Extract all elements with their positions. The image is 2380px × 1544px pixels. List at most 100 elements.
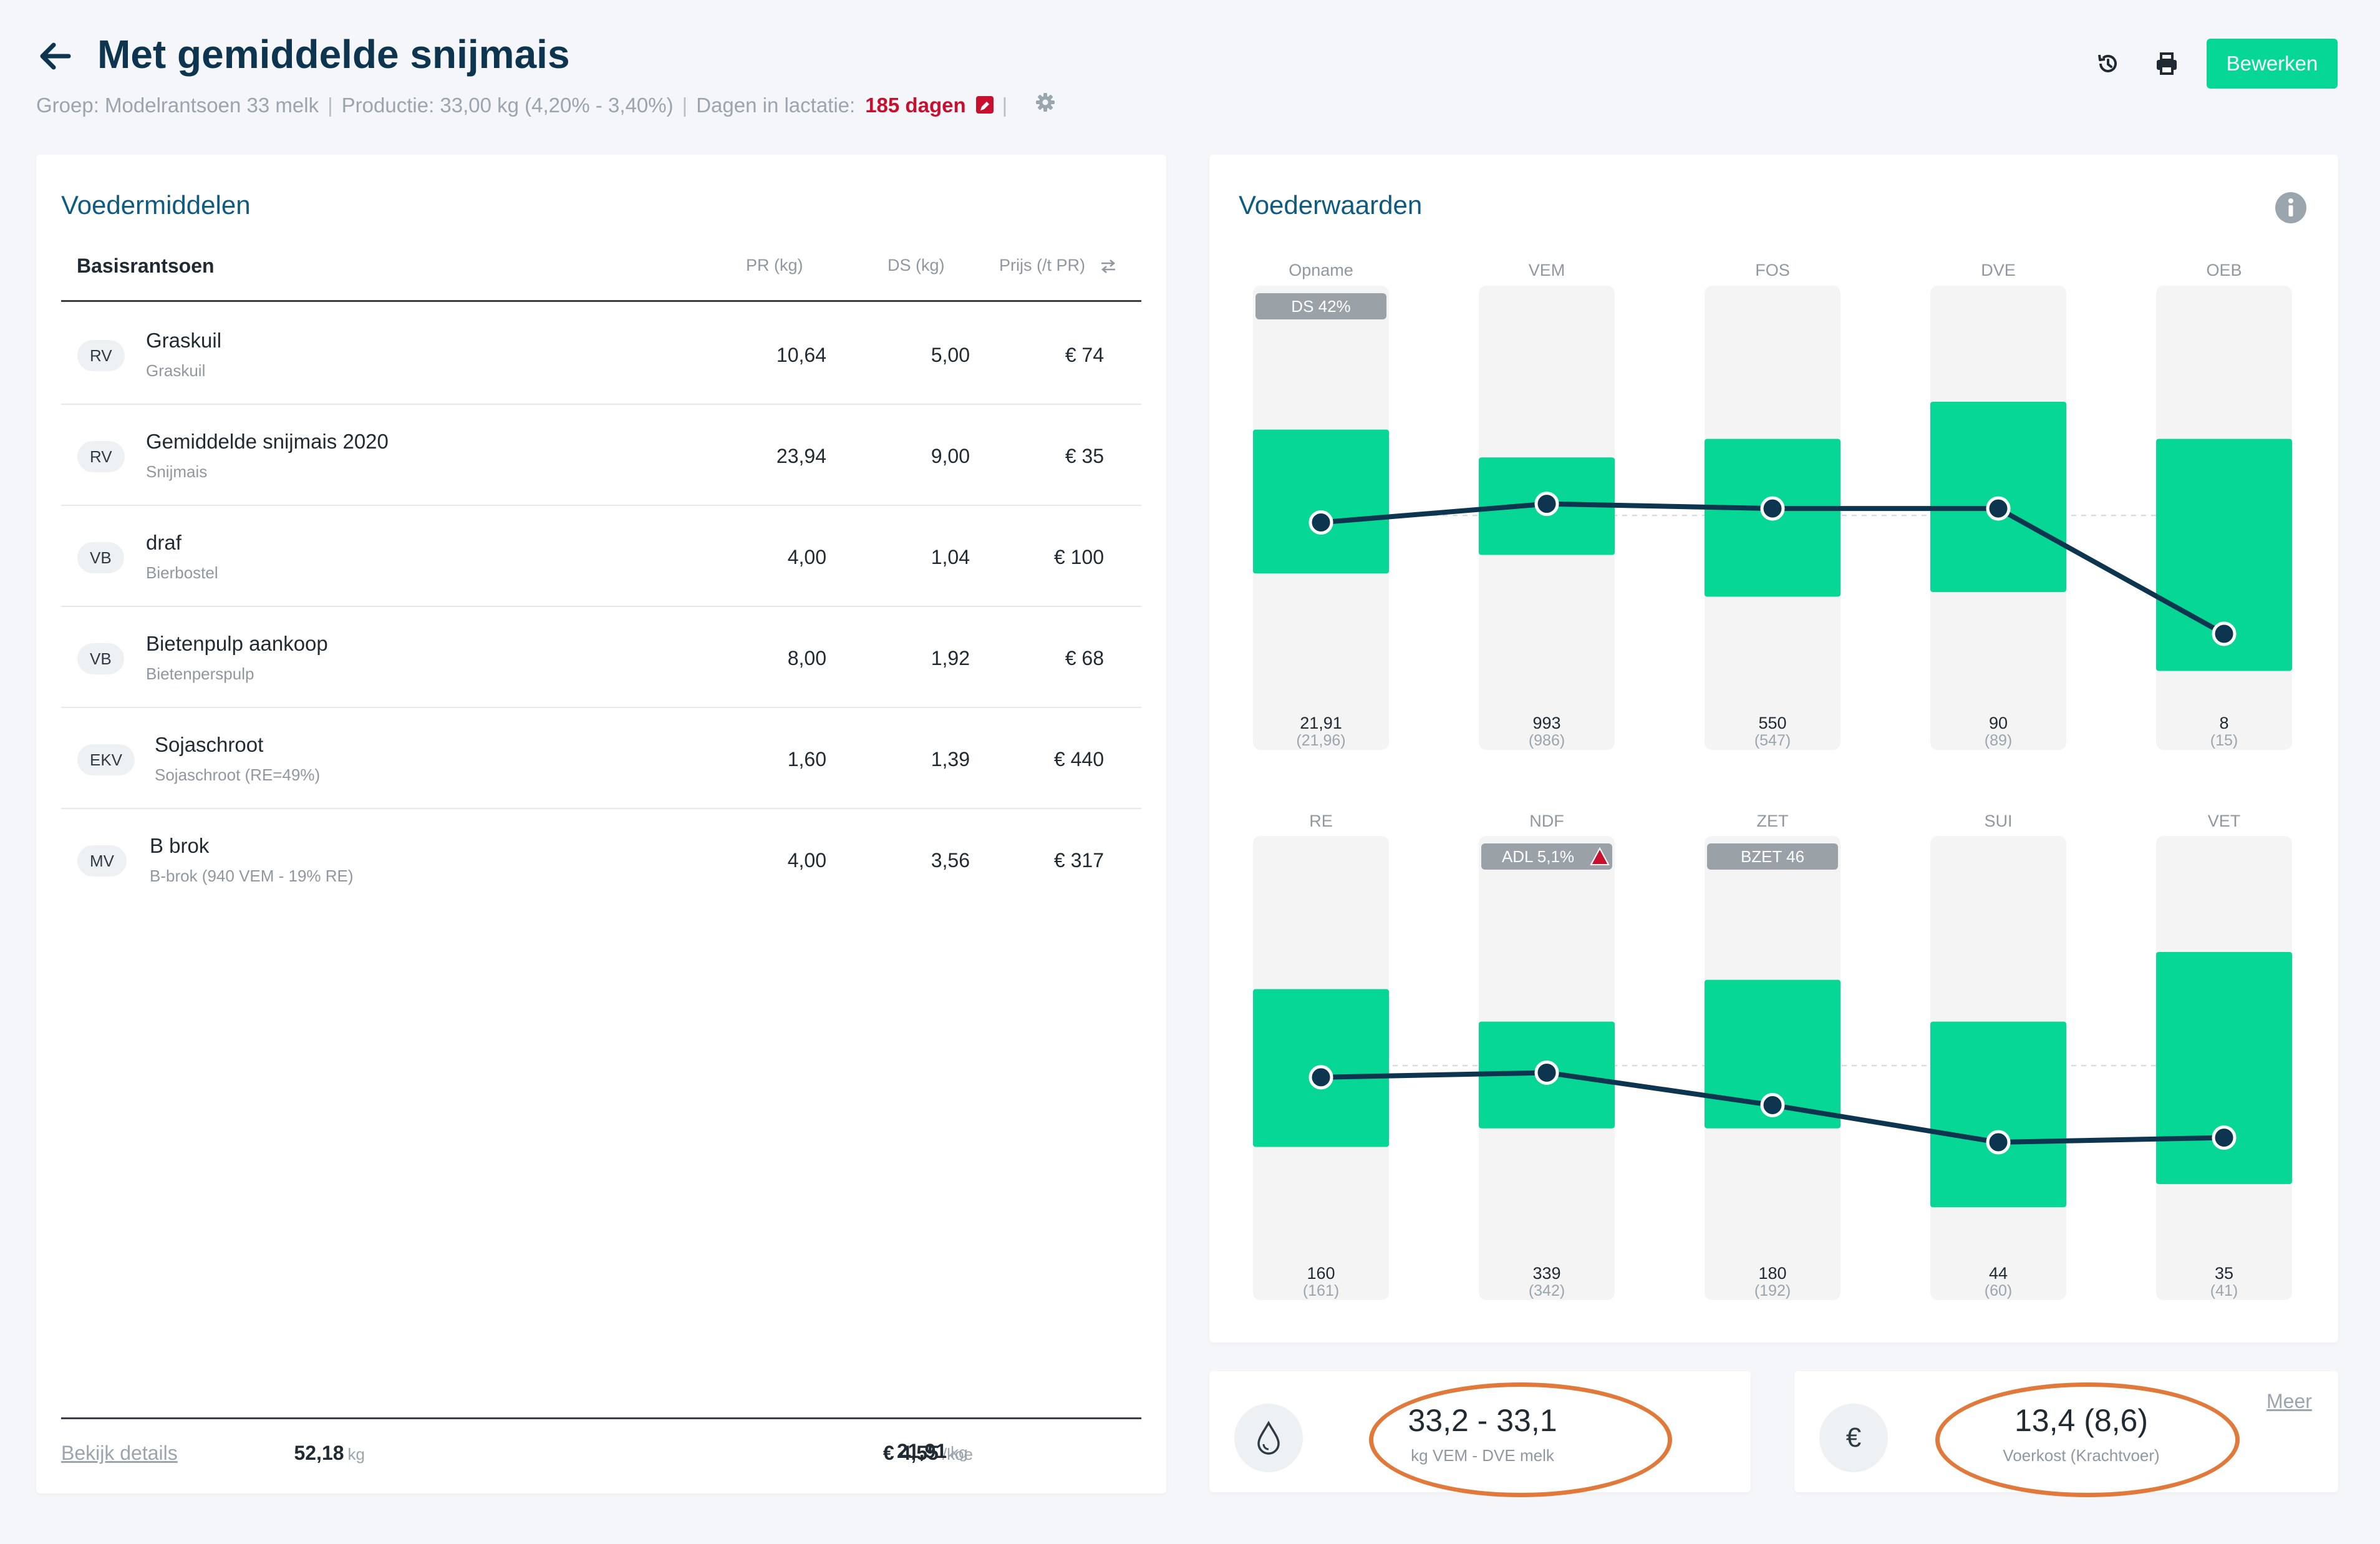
nutrient-value: 339 — [1532, 1264, 1560, 1283]
nutrient-label: SUI — [1984, 812, 2012, 830]
feed-price: € 317 — [1053, 849, 1104, 872]
feed-name: B brok — [150, 834, 210, 857]
separator: | — [682, 94, 688, 117]
feeds-table-footer: Bekijk details 52,18 kg € 4,55/koe — [61, 1417, 1141, 1480]
feed-pr: 4,00 — [787, 546, 826, 568]
nutrient-chart: Opname 21,91(21,96) DS 42% VEM 993(986) FOS 55… — [1253, 261, 2292, 1300]
target-band — [1930, 1021, 2066, 1208]
nutrient-value: 8 — [2219, 714, 2228, 732]
separator: | — [327, 94, 333, 117]
nutrient-norm: (192) — [1754, 1282, 1791, 1299]
total-ds-unit: kg — [951, 1443, 968, 1462]
edit-button[interactable]: Bewerken — [2207, 39, 2338, 89]
feed-type-tag: RV — [77, 441, 125, 472]
value-dot — [1760, 496, 1785, 521]
warning-icon — [1590, 847, 1610, 865]
value-dot — [1534, 492, 1559, 517]
gear-icon[interactable] — [1035, 92, 1056, 118]
column-pr: PR (kg) — [746, 256, 803, 274]
page-header: Met gemiddelde snijmais Groep: Modelrant… — [0, 0, 2380, 143]
nutrient-label: NDF — [1529, 812, 1564, 830]
nutrient-norm: (547) — [1754, 732, 1791, 749]
history-icon[interactable] — [2094, 50, 2122, 77]
total-pr: 52,18 kg — [294, 1442, 365, 1465]
total-ds-value: 21,91 — [897, 1440, 947, 1462]
nutrient-norm: (89) — [1985, 732, 2012, 749]
more-link[interactable]: Meer — [2266, 1390, 2312, 1412]
nutrient-label: RE — [1309, 812, 1333, 830]
feed-ds: 1,39 — [931, 748, 970, 770]
nutrient-norm: (41) — [2210, 1282, 2238, 1299]
target-band — [2156, 952, 2292, 1184]
nutrient-value: 993 — [1532, 714, 1560, 732]
feed-ds: 9,00 — [931, 445, 970, 467]
feed-price: € 68 — [1065, 647, 1104, 669]
feed-type-tag: VB — [77, 542, 124, 573]
nutrient-badge-label: ADL 5,1% — [1502, 847, 1574, 866]
feed-subname: Bietenperspulp — [146, 664, 254, 683]
back-arrow-icon[interactable] — [36, 37, 74, 75]
ration-subtitle: Groep: Modelrantsoen 33 melk | Productie: … — [36, 92, 1056, 120]
feed-name: draf — [146, 531, 181, 554]
nutrient-badge — [1707, 843, 1838, 870]
euro-icon: € — [1819, 1404, 1888, 1472]
feed-subname: Snijmais — [146, 462, 208, 481]
total-pr-value: 52,18 — [294, 1442, 344, 1464]
feed-subname: Graskuil — [146, 361, 206, 380]
nutrient-label: VEM — [1529, 261, 1565, 279]
value-dot — [1986, 496, 2011, 521]
total-price-value: € 4,55 — [883, 1442, 939, 1464]
nutrient-value: 550 — [1758, 714, 1786, 732]
lactation-days[interactable]: 185 dagen — [865, 94, 966, 117]
value-dot — [1309, 510, 1333, 535]
table-row[interactable]: VB Bietenpulp aankoop Bietenperspulp 8,00 1,… — [61, 607, 1141, 708]
feed-price: € 100 — [1053, 546, 1104, 568]
value-dot — [2212, 1125, 2237, 1150]
feed-ds: 3,56 — [931, 849, 970, 872]
feed-subname: Sojaschroot (RE=49%) — [155, 765, 321, 784]
table-row[interactable]: RV Gemiddelde snijmais 2020 Snijmais 23,94 9… — [61, 405, 1141, 506]
separator: | — [1002, 94, 1008, 117]
feed-name: Sojaschroot — [155, 733, 264, 756]
table-row[interactable]: VB draf Bierbostel 4,00 1,04 € 100 — [61, 506, 1141, 607]
info-icon[interactable] — [2275, 192, 2307, 224]
milk-stat-card: 33,2 - 33,1 kg VEM - DVE melk — [1209, 1371, 1751, 1497]
nutrient-label: VET — [2208, 812, 2241, 830]
nutrient-label: FOS — [1755, 261, 1790, 279]
group-label: Groep: Modelrantsoen 33 melk — [36, 94, 319, 117]
lactation-label: Dagen in lactatie: — [696, 94, 856, 117]
nutrient-value: 44 — [1989, 1264, 2008, 1283]
feed-name: Gemiddelde snijmais 2020 — [146, 430, 389, 453]
nutrient-badge-label: DS 42% — [1291, 297, 1350, 316]
value-dot — [2212, 621, 2237, 646]
feed-price: € 440 — [1053, 748, 1104, 770]
values-card-title: Voederwaarden — [1239, 190, 1423, 220]
value-dot — [1760, 1093, 1785, 1118]
table-row[interactable]: RV Graskuil Graskuil 10,64 5,00 € 74 — [61, 304, 1141, 405]
feed-pr: 23,94 — [776, 445, 826, 467]
feed-pr: 10,64 — [776, 344, 826, 366]
feeds-card — [36, 155, 1166, 1493]
value-dot — [1534, 1060, 1559, 1085]
nutrient-norm: (60) — [1985, 1282, 2012, 1299]
table-row[interactable]: EKV Sojaschroot Sojaschroot (RE=49%) 1,60 1,… — [61, 708, 1141, 809]
details-link[interactable]: Bekijk details — [61, 1442, 178, 1464]
table-row[interactable]: MV B brok B-brok (940 VEM - 19% RE) 4,00 3,5… — [61, 809, 1141, 910]
nutrient-badge — [1481, 843, 1612, 870]
column-price: Prijs (/t PR) — [999, 256, 1085, 274]
edit-days-icon[interactable] — [975, 96, 994, 114]
print-icon[interactable] — [2153, 50, 2180, 77]
swap-icon[interactable] — [1099, 258, 1118, 274]
feed-name: Bietenpulp aankoop — [146, 632, 328, 655]
page-title: Met gemiddelde snijmais — [97, 32, 570, 77]
production-label: Productie: 33,00 kg (4,20% - 3,40%) — [341, 94, 674, 117]
nutrient-badge — [1255, 293, 1386, 319]
feeds-table-header: Basisrantsoen PR (kg) DS (kg) Prijs (/t … — [61, 250, 1141, 302]
total-ds: 21,91 kg — [897, 1440, 968, 1463]
feed-ds: 5,00 — [931, 344, 970, 366]
nutrient-label: Opname — [1289, 261, 1353, 279]
nutrient-value: 21,91 — [1300, 714, 1342, 732]
nutrient-label: ZET — [1757, 812, 1789, 830]
feed-type-tag: MV — [77, 845, 127, 876]
feed-ds: 1,92 — [931, 647, 970, 669]
